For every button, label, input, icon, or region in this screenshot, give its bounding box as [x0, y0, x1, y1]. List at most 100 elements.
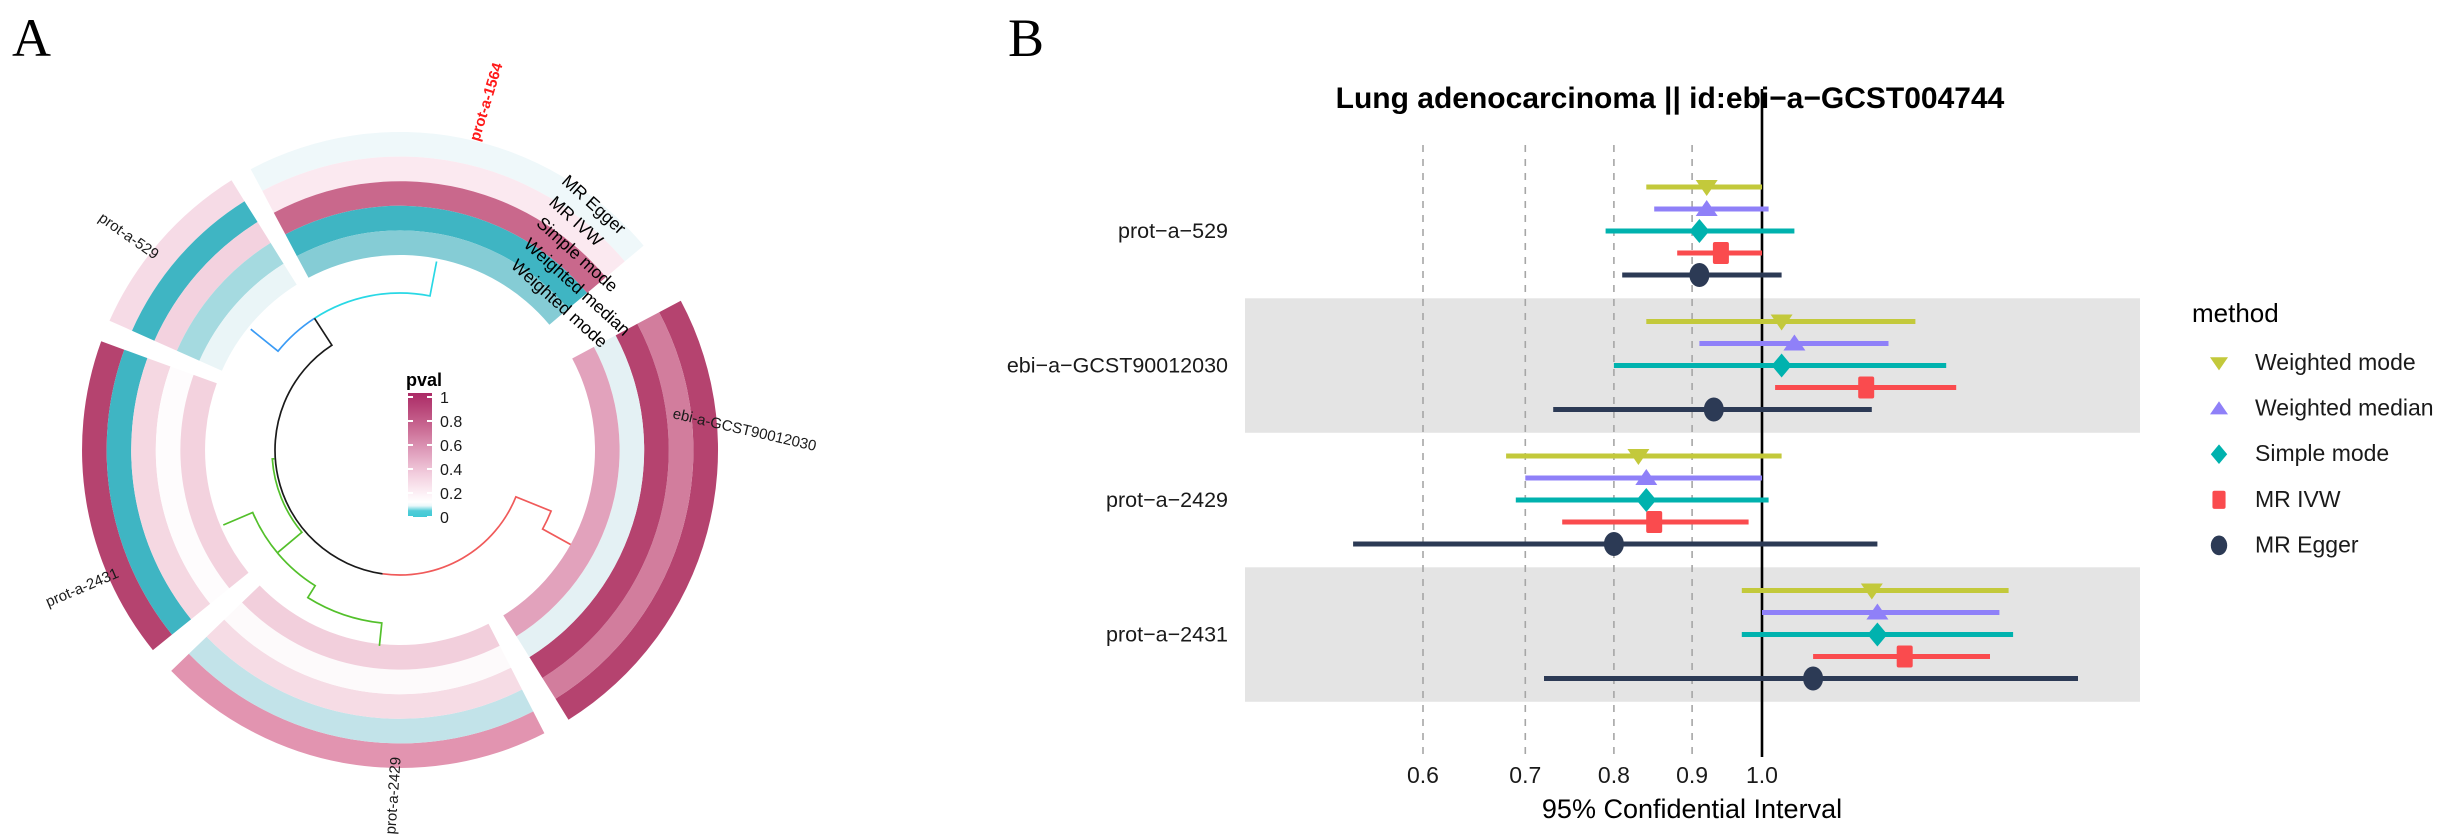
pval-tick-label: 0.2 [440, 486, 462, 503]
forest-rows: prot−a−529 ebi−a−GCST90012030 prot−a−2429 p… [1007, 180, 2078, 691]
legend-entry-label: Simple mode [2255, 440, 2389, 466]
ring-segment [154, 222, 271, 351]
ci-marker-triangle-down [2209, 357, 2229, 371]
x-tick-label: 0.7 [1509, 762, 1541, 788]
ring-segment [176, 242, 284, 361]
sector-label: prot-a-1564 [467, 60, 507, 143]
ci-marker-diamond [2210, 444, 2228, 465]
ci-marker-diamond [1636, 488, 1657, 512]
ci-marker-triangle-up [1635, 469, 1658, 485]
method-legend: method Weighted mode Weighted median Simpl… [2192, 298, 2434, 557]
ci-marker-triangle-down [1627, 449, 1650, 465]
ring-segment [109, 180, 245, 331]
dendrogram-branch [271, 457, 304, 554]
ring-segment [273, 181, 606, 293]
x-tick-label: 0.6 [1407, 762, 1439, 788]
ring-segment [171, 653, 545, 769]
sector-label: prot-a-2429 [382, 756, 404, 835]
panel-label-a: A [12, 8, 51, 68]
ring-segment [199, 263, 297, 371]
ring-segment [131, 358, 211, 620]
ring-segment [132, 201, 258, 341]
circos-dendrogram [222, 261, 572, 646]
legend-entry-label: Weighted mode [2255, 349, 2416, 375]
x-tick-label: 0.8 [1598, 762, 1630, 788]
ring-segment [529, 323, 669, 678]
pval-colorbar [408, 393, 432, 517]
ci-marker-square [2212, 490, 2226, 509]
ring-segment [262, 156, 625, 278]
ring-segment [296, 230, 569, 325]
pval-tick-label: 0 [440, 510, 449, 527]
dendrogram-branch [382, 495, 572, 576]
ci-marker-circle [2210, 535, 2228, 556]
legend-entries: Weighted mode Weighted median Simple mode M… [2209, 349, 2434, 557]
ci-marker-circle [1689, 263, 1710, 287]
ring-segment [542, 312, 694, 699]
pval-legend: pval 1 0.8 0.6 0.4 0.2 0 [406, 370, 462, 527]
legend-entry-label: MR Egger [2255, 531, 2359, 557]
dendrogram-branch [250, 317, 315, 353]
dendrogram-branch [314, 261, 438, 320]
ring-segment [250, 131, 644, 262]
ring-segment [285, 205, 588, 309]
ci-marker-square [1858, 376, 1875, 399]
ring-segment [106, 349, 192, 635]
ci-marker-triangle-up [1695, 200, 1718, 216]
ring-segment [516, 335, 645, 658]
panel-label-b: B [1008, 8, 1044, 68]
x-tick-label: 1.0 [1746, 762, 1778, 788]
ring-segment [82, 341, 172, 651]
ci-marker-triangle-up [2209, 401, 2229, 415]
ring-segment [555, 300, 719, 720]
ring-segment [503, 346, 620, 637]
ring-segment [206, 619, 522, 719]
row-label: prot−a−2431 [1106, 623, 1228, 647]
pval-tick-label: 0.8 [440, 414, 462, 431]
ci-marker-circle [1603, 532, 1624, 556]
row-label: prot−a−529 [1118, 219, 1228, 243]
ci-marker-square [1712, 242, 1729, 264]
ring-segment [180, 374, 249, 589]
pval-legend-title: pval [406, 370, 442, 390]
ring-segment [224, 602, 511, 695]
sector-label: prot-a-529 [95, 209, 161, 263]
row-label: prot−a−2429 [1106, 488, 1228, 512]
pval-tick-label: 0.6 [440, 438, 462, 455]
ring-segment [242, 585, 500, 670]
ci-marker-diamond [1689, 219, 1710, 243]
x-axis-title: 95% Confidential Interval [1542, 794, 1842, 824]
row-label: ebi−a−GCST90012030 [1007, 354, 1228, 378]
ring-segment [188, 636, 534, 744]
chart-title: Lung adenocarcinoma || id:ebi−a−GCST0047… [1336, 82, 2005, 115]
x-tick-label: 0.9 [1676, 762, 1708, 788]
ci-marker-triangle-down [1860, 583, 1883, 600]
ci-marker-circle [1803, 666, 1824, 691]
ci-marker-triangle-up [1866, 603, 1889, 620]
ci-marker-triangle-down [1770, 314, 1793, 331]
sector-label: prot-a-2431 [43, 565, 121, 611]
pval-legend-ticks: 1 0.8 0.6 0.4 0.2 0 [408, 390, 462, 527]
pval-tick-label: 1 [440, 390, 449, 407]
x-axis: 0.6 0.7 0.8 0.9 1.0 [1407, 762, 1778, 788]
legend-entry-label: Weighted median [2255, 395, 2434, 421]
ci-marker-square [1896, 645, 1913, 668]
circos-rings [82, 131, 719, 769]
legend-entry-label: MR IVW [2255, 486, 2341, 512]
legend-title: method [2192, 298, 2279, 328]
dendrogram-branch [222, 511, 383, 646]
ci-marker-triangle-up [1783, 334, 1806, 351]
circos-panel: A prot-a-1564ebi-a-GCST90012030prot-a-24… [12, 8, 818, 835]
pval-tick-label: 0.4 [440, 462, 462, 479]
forest-panel: B Lung adenocarcinoma || id:ebi−a−GCST00… [1007, 8, 2434, 824]
ci-marker-diamond [1771, 353, 1792, 378]
gridlines [1422, 89, 1764, 757]
dendrogram-branch [274, 317, 383, 575]
ci-marker-square [1646, 511, 1663, 533]
ring-segment [155, 366, 230, 604]
ci-marker-diamond [1867, 622, 1888, 647]
ci-marker-triangle-down [1695, 180, 1718, 196]
ci-marker-circle [1703, 397, 1724, 422]
